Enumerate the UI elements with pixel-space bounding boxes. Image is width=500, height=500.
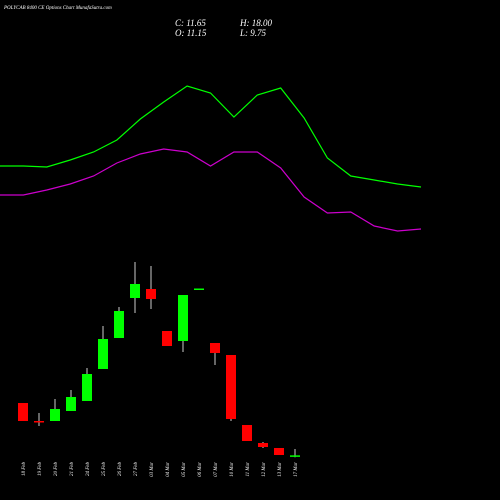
candle-body (290, 455, 300, 457)
candle-body (258, 443, 268, 447)
x-tick-label: 19 Feb (38, 462, 43, 477)
x-tick-label: 07 Mar (214, 462, 219, 477)
ohlc-close: C: 11.65 (175, 18, 206, 28)
candle-body (162, 331, 172, 346)
x-tick-label: 13 Mar (278, 462, 283, 477)
x-tick-label: 05 Mar (182, 462, 187, 477)
candle-body (66, 397, 76, 411)
x-tick-label: 17 Mar (294, 462, 299, 477)
candle-body (130, 284, 140, 298)
candle-body (194, 288, 204, 290)
average-line (0, 148, 422, 232)
x-tick-label: 27 Feb (134, 462, 139, 477)
ohlc-high: H: 18.00 (239, 18, 272, 28)
candle-body (274, 448, 284, 455)
candle-body (178, 295, 188, 341)
x-tick-label: 18 Feb (22, 462, 27, 477)
x-tick-label: 20 Feb (54, 462, 59, 477)
candle-body (18, 403, 28, 421)
x-tick-label: 25 Feb (102, 462, 107, 477)
average-line (0, 85, 422, 188)
candle-body (210, 343, 220, 353)
candle-body (146, 289, 156, 299)
x-tick-label: 10 Mar (230, 462, 235, 477)
x-tick-label: 26 Feb (118, 462, 123, 477)
x-tick-label: 11 Mar (246, 462, 251, 477)
x-tick-label: 06 Mar (198, 462, 203, 477)
candle-body (98, 339, 108, 369)
x-tick-label: 04 Mar (166, 462, 171, 477)
chart-title: POLYCAB 8400 CE Options Chart MunafaSutr… (3, 6, 112, 11)
x-tick-label: 12 Mar (262, 462, 267, 477)
x-tick-label: 24 Feb (86, 462, 91, 477)
candle-body (34, 421, 44, 423)
x-tick-label: 03 Mar (150, 462, 155, 477)
ohlc-open: O: 11.15 (175, 28, 207, 38)
x-tick-label: 21 Feb (70, 462, 75, 477)
candle-body (226, 355, 236, 419)
candle-body (82, 374, 92, 401)
candle-body (50, 409, 60, 421)
candle-body (242, 425, 252, 441)
ohlc-low: L: 9.75 (239, 28, 267, 38)
candle-body (114, 311, 124, 338)
